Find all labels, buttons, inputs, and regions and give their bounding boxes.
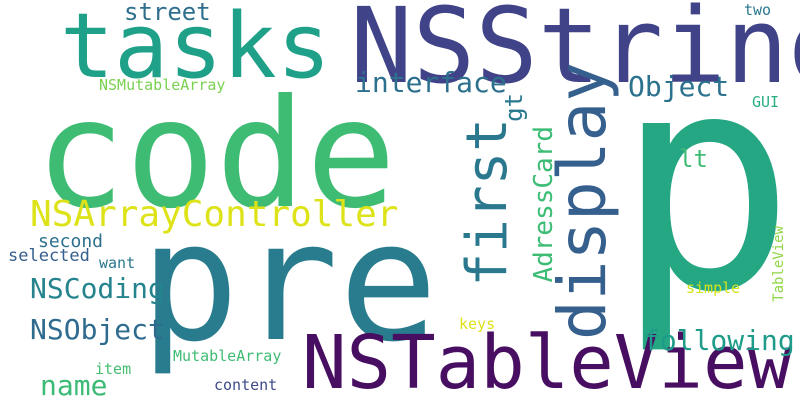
word-p: p — [615, 9, 796, 358]
word-adresscard: AdressCard — [529, 126, 559, 283]
word-nsobject: NSObject — [30, 313, 165, 346]
word-code: code — [35, 68, 397, 242]
word-object: Object — [628, 70, 730, 103]
word-street: street — [124, 0, 211, 26]
word-name: name — [40, 369, 108, 400]
word-nsarraycontroller: NSArrayController — [30, 194, 399, 235]
word-first: first — [455, 118, 520, 287]
word-selected: selected — [8, 246, 90, 266]
word-display: display — [544, 62, 621, 341]
word-two: two — [744, 1, 772, 19]
word-simple: simple — [686, 279, 741, 297]
word-nsstring: NSString — [350, 0, 800, 107]
word-nsmutablearray: NSMutableArray — [99, 76, 226, 94]
word-nstableview: NSTableView — [302, 320, 793, 400]
word-keys: keys — [459, 315, 496, 333]
word-following: following — [643, 324, 795, 357]
word-gui: GUI — [752, 93, 780, 111]
word-content: content — [214, 376, 278, 394]
word-interface: interface — [355, 66, 507, 99]
word-pre: pre — [140, 186, 439, 378]
word-tasks: tasks — [60, 0, 331, 99]
word-tableview: TableView — [771, 226, 787, 302]
word-want: want — [99, 254, 136, 272]
word-lt: lt — [679, 145, 708, 173]
word-nscoding: NSCoding — [30, 272, 165, 305]
word-mutablearray: MutableArray — [173, 347, 282, 365]
word-second: second — [38, 231, 104, 252]
word-item: item — [95, 360, 132, 378]
